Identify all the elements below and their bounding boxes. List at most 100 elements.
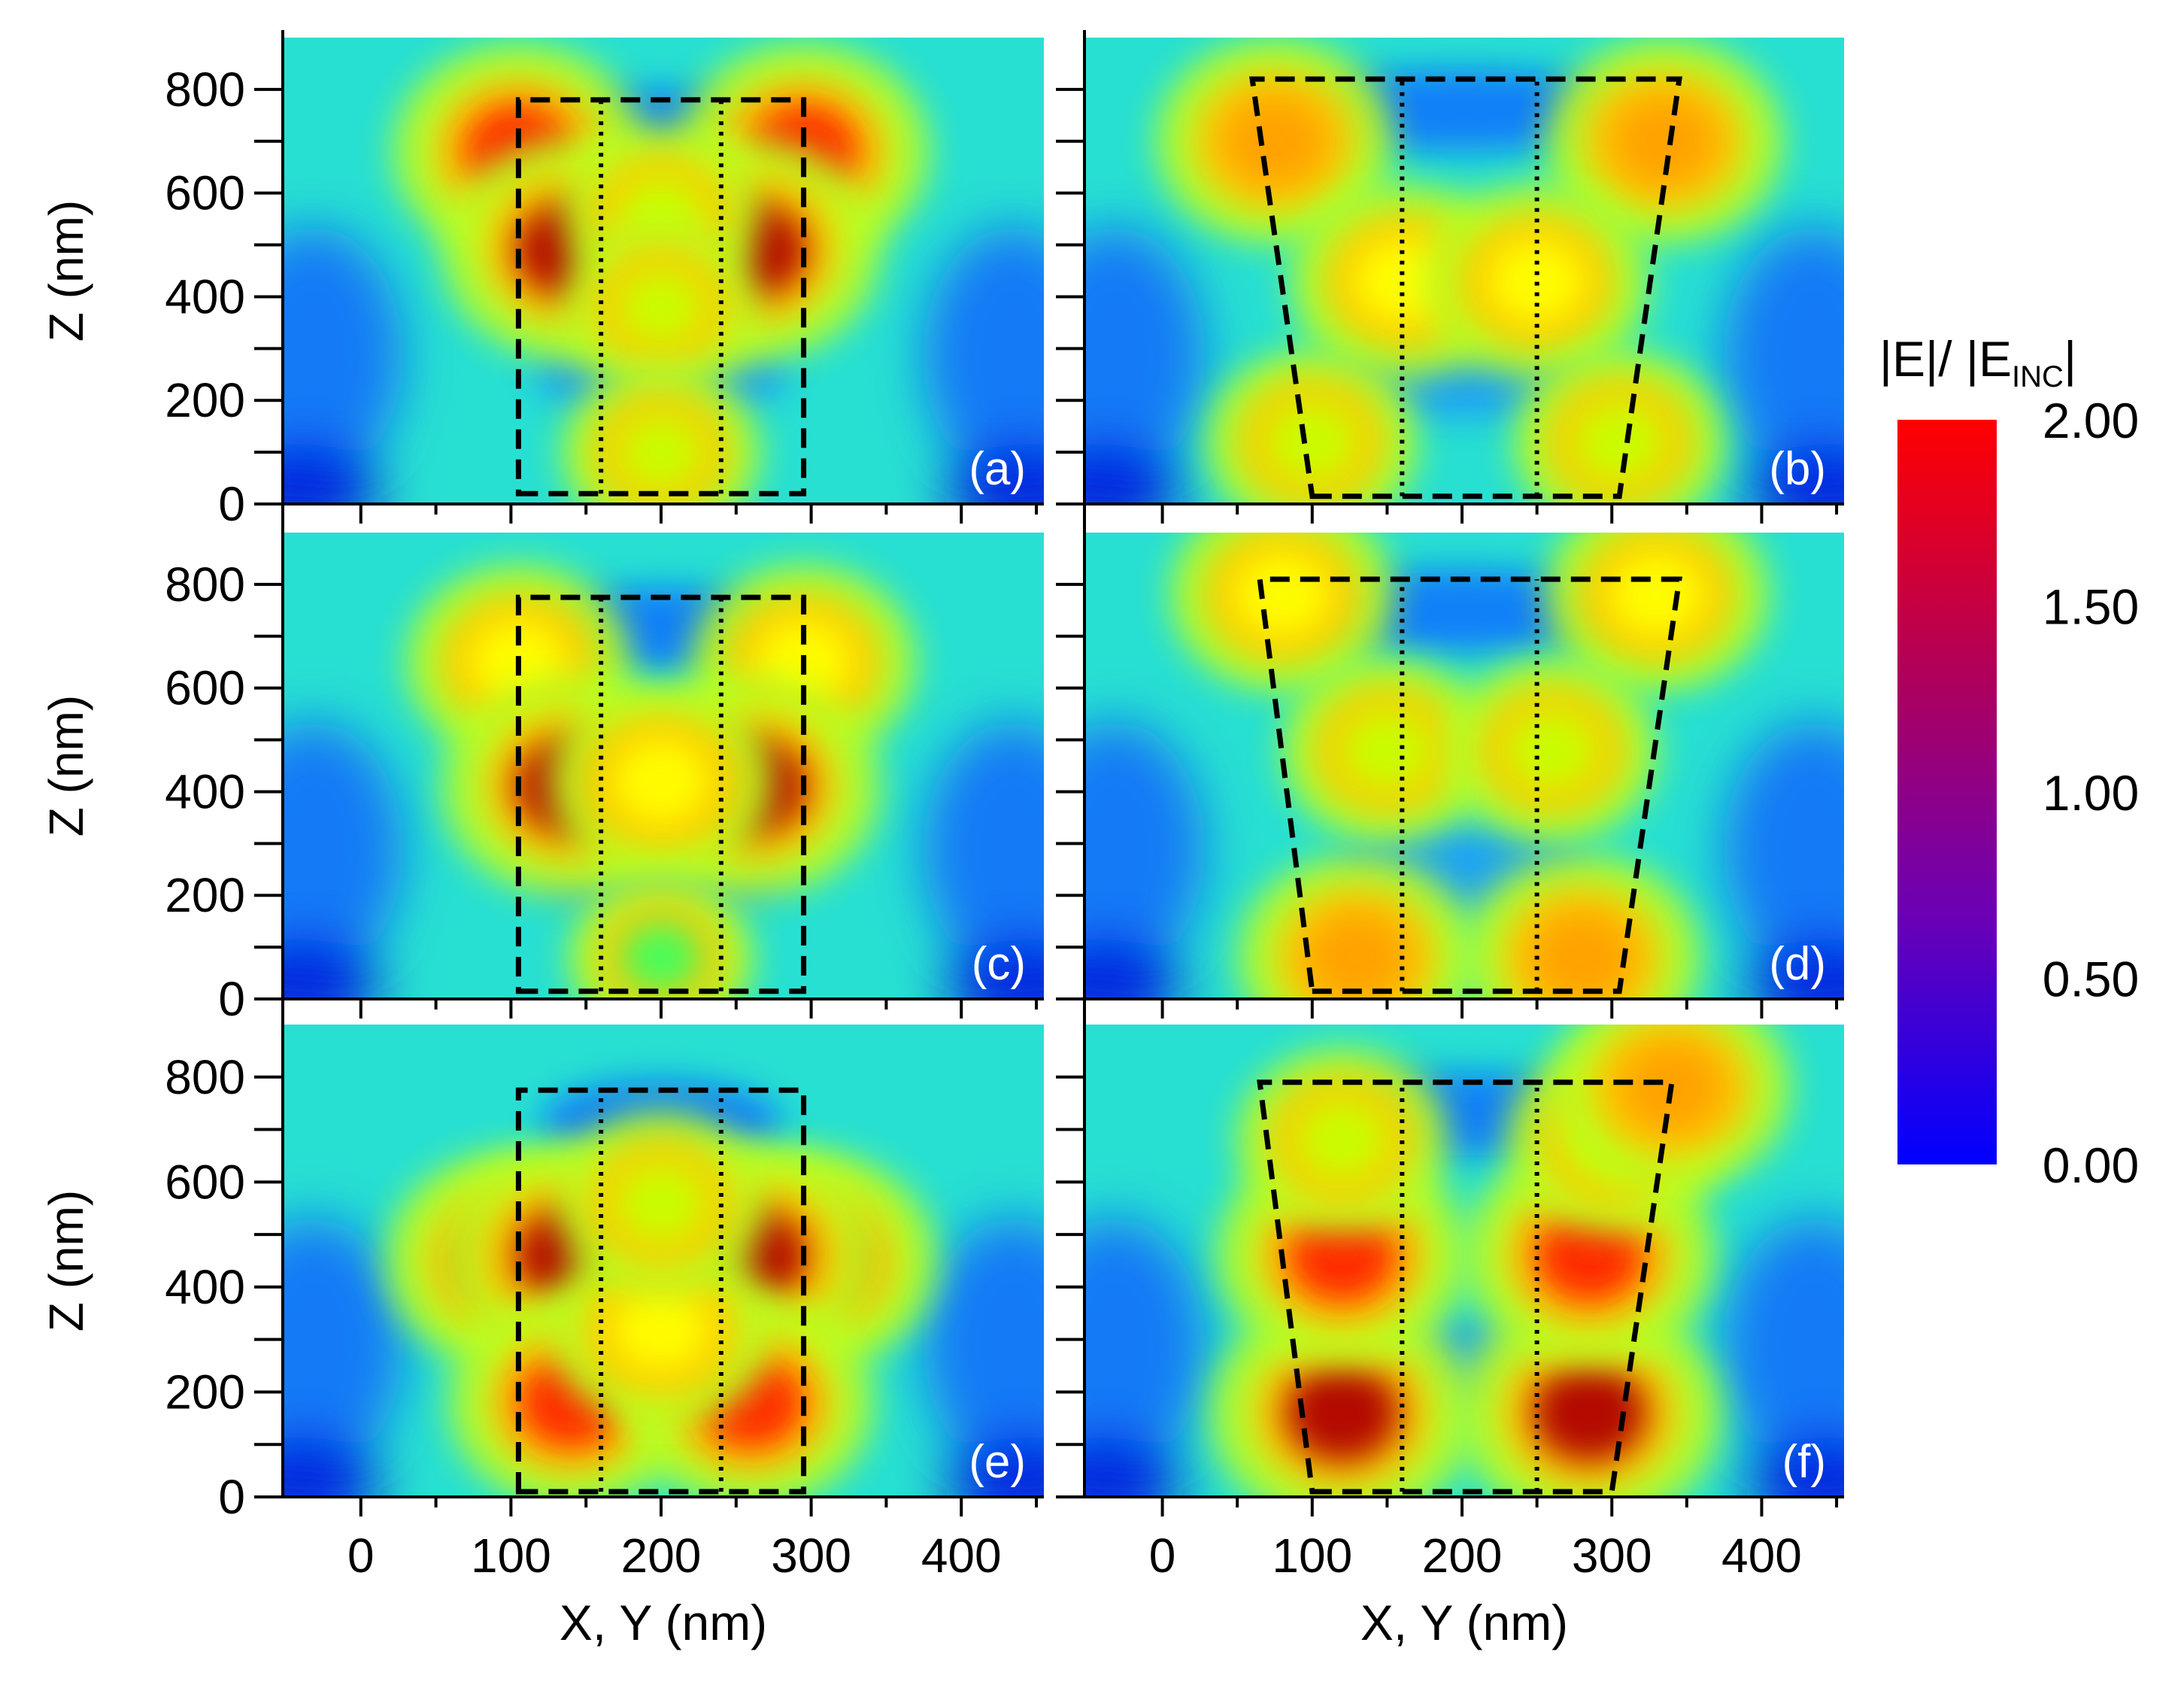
colorbar-gradient [1897,420,1997,1164]
hotspots [385,1110,937,1497]
colorbar-tick-label: 1.50 [2043,579,2139,635]
hotspot-core [1352,238,1451,324]
low-field-region [924,226,1044,483]
field-map [1084,533,1844,999]
x-axis-label: X, Y (nm) [560,1595,767,1650]
hotspot-core [617,269,705,345]
y-tick-label: 800 [165,557,245,612]
panel-c: (c) 0 200 400 600 800 Z (nm) [39,533,1044,1026]
x-tick-label: 300 [771,1529,851,1583]
hotspot-core [617,414,705,490]
x-tick-label: 100 [1272,1529,1352,1583]
panel-label: (e) [969,1436,1026,1488]
hotspot-core [611,1286,711,1372]
y-tick-label: 600 [165,166,245,220]
x-tick-label: 300 [1572,1529,1652,1583]
low-field-region [946,1437,1044,1497]
low-field-region [924,1218,1044,1474]
low-field-region [1084,444,1182,504]
y-tick-label: 200 [165,373,245,427]
y-axis-label: Z (nm) [39,695,93,836]
y-tick-label: 600 [165,1155,245,1209]
hotspot-core [611,738,711,824]
panel-label: (f) [1782,1436,1826,1488]
y-tick-label: 0 [218,1470,245,1524]
structure-outline [515,594,807,994]
low-field-region [924,721,1044,978]
panel-e: (e) 0 200 400 600 800 0 100 200 300 400 Z (nm) X, Y … [39,1025,1044,1650]
hotspot-core [1612,96,1717,187]
panel-label: (a) [969,443,1026,495]
panel-label: (c) [972,938,1026,990]
panel-f: (f) 0 100 200 300 400 X, Y (nm) [1056,1025,1844,1650]
colorbar-tick-label: 0.00 [2043,1137,2139,1193]
y-tick-label: 400 [165,764,245,818]
hotspots [393,42,930,504]
x-tick-label: 400 [921,1529,1002,1583]
low-field-region [1746,444,1844,504]
field-map [283,38,1044,504]
structure-outline [1257,576,1682,994]
y-tick-label: 0 [218,972,245,1026]
low-field-region [1084,1437,1182,1497]
field-map [283,1025,1044,1497]
field-map [1084,38,1844,504]
y-tick-label: 200 [165,1365,245,1419]
panel-label: (b) [1769,443,1826,495]
x-tick-label: 200 [1422,1529,1503,1583]
structure-outline [515,97,807,496]
x-tick-label: 0 [347,1529,375,1583]
hotspot-core [1531,1362,1648,1463]
low-field-region [1084,721,1205,978]
y-tick-label: 800 [165,62,245,117]
structure-outline [1257,1079,1675,1495]
structure-outline [515,1087,807,1495]
hotspot-core [1266,401,1359,483]
x-tick-label: 200 [621,1529,702,1583]
low-field-region [946,444,1044,504]
hotspot-core [1296,1099,1389,1181]
hotspot-core [1287,1207,1397,1304]
colorbar-tick-label: 1.00 [2043,765,2139,821]
y-axis-label: Z (nm) [39,1190,93,1331]
low-field-region [946,939,1044,999]
y-tick-label: 400 [165,1260,245,1314]
low-field-region [1084,226,1205,483]
hotspot-core [1505,709,1599,791]
hotspot-core [1530,912,1634,999]
low-field-region [1724,1218,1844,1474]
y-tick-label: 400 [165,269,245,323]
low-field-region [283,1218,403,1474]
low-field-region [283,721,403,978]
panel-b: (b) [1056,38,1844,524]
x-tick-label: 0 [1149,1529,1176,1583]
y-tick-label: 600 [165,661,245,715]
y-tick-label: 0 [218,477,245,531]
low-field-region [1084,939,1182,999]
hotspot-core [1305,912,1409,999]
low-field-region [283,226,403,483]
hotspot-core [1340,709,1434,791]
field-map [1084,1025,1844,1497]
hotspot-core [1222,96,1327,187]
hotspots [1209,1025,1791,1497]
colorbar-tick-label: 2.00 [2043,393,2139,448]
low-field-region [1746,939,1844,999]
low-field-region [283,1437,381,1497]
colorbar-tick-label: 0.50 [2043,952,2139,1007]
low-field-region [1084,1218,1205,1474]
hotspots [1155,38,1784,504]
hotspot-core [620,921,702,994]
x-axis-label: X, Y (nm) [1360,1595,1568,1650]
hotspot-core [1233,551,1332,638]
y-tick-label: 200 [165,868,245,922]
colorbar-title: |E|/ |EINC| [1879,331,2076,393]
y-tick-label: 800 [165,1050,245,1104]
low-field-region [1724,226,1844,483]
hotspot-core [1284,1362,1400,1463]
low-field-region [283,939,381,999]
x-tick-label: 400 [1721,1529,1802,1583]
panel-label: (d) [1769,938,1826,990]
x-tick-label: 100 [471,1529,551,1583]
